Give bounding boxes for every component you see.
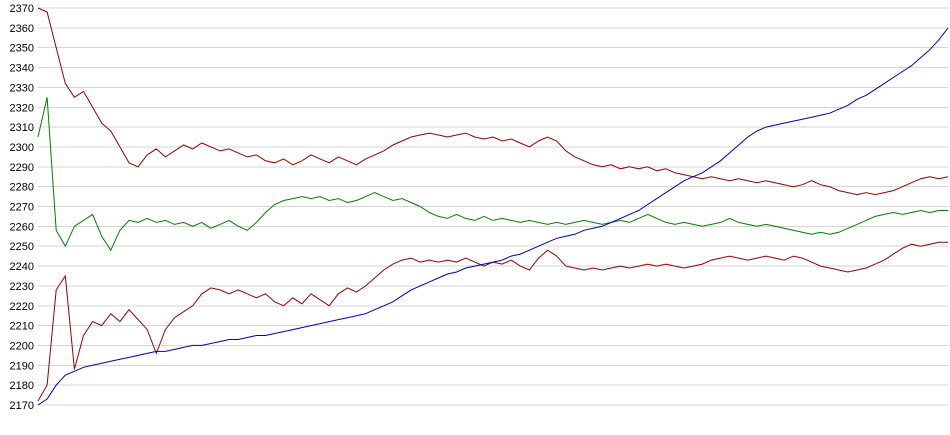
y-tick-label: 2200 — [10, 340, 34, 352]
series-line-price-line — [37, 27, 949, 406]
y-tick-label: 2240 — [10, 261, 34, 273]
y-tick-label: 2230 — [10, 281, 34, 293]
y-tick-label: 2270 — [10, 202, 34, 214]
y-tick-label: 2330 — [10, 82, 34, 94]
y-tick-label: 2310 — [10, 122, 34, 134]
y-tick-label: 2350 — [10, 43, 34, 55]
series-lines-group — [37, 7, 949, 406]
y-tick-label: 2290 — [10, 162, 34, 174]
gridlines-group — [38, 7, 948, 406]
y-tick-label: 2340 — [10, 63, 34, 75]
y-tick-label: 2300 — [10, 142, 34, 154]
y-tick-label: 2260 — [10, 221, 34, 233]
series-line-upper-band — [37, 7, 949, 196]
series-line-middle-line — [37, 97, 948, 252]
y-tick-label: 2210 — [10, 321, 34, 333]
y-tick-label: 2370 — [10, 3, 34, 15]
y-axis-labels-group: 2370 2360 2350 2340 2330 2320 2310 2300 2290 2280… — [10, 3, 34, 412]
y-tick-label: 2320 — [10, 102, 34, 114]
y-tick-label: 2180 — [10, 380, 34, 392]
y-tick-label: 2360 — [10, 23, 34, 35]
y-tick-label: 2220 — [10, 301, 34, 313]
y-tick-label: 2170 — [10, 400, 34, 412]
y-tick-label: 2250 — [10, 241, 34, 253]
y-tick-label: 2280 — [10, 182, 34, 194]
y-tick-label: 2190 — [10, 360, 34, 372]
